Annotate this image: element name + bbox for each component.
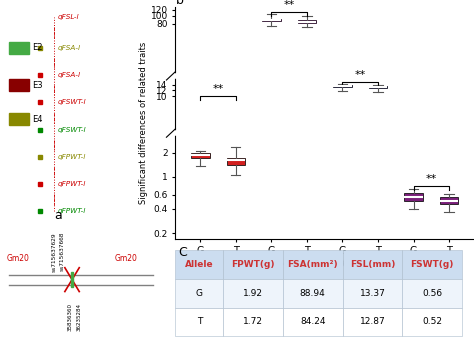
FancyBboxPatch shape <box>283 279 343 308</box>
Text: 1.92: 1.92 <box>243 289 263 298</box>
Text: qFPWT-l: qFPWT-l <box>58 208 86 214</box>
Text: 13.37: 13.37 <box>360 289 385 298</box>
FancyBboxPatch shape <box>223 250 283 279</box>
Text: qFSA-l: qFSA-l <box>58 45 81 51</box>
Text: E3: E3 <box>32 81 43 90</box>
Text: 88.94: 88.94 <box>300 289 326 298</box>
Bar <box>9 113 29 125</box>
X-axis label: Allele of ss715637629: Allele of ss715637629 <box>271 259 379 269</box>
FancyBboxPatch shape <box>402 250 462 279</box>
PathPatch shape <box>298 20 316 23</box>
Text: qFPWT-l: qFPWT-l <box>58 154 86 160</box>
PathPatch shape <box>333 85 352 87</box>
Text: 84.24: 84.24 <box>300 317 326 326</box>
Text: 36235284: 36235284 <box>77 303 82 331</box>
Text: qFSL-l: qFSL-l <box>58 14 79 20</box>
Text: G: G <box>196 289 203 298</box>
Text: Gm20: Gm20 <box>115 254 137 263</box>
PathPatch shape <box>404 193 423 201</box>
FancyBboxPatch shape <box>175 308 223 336</box>
Text: ss715637629: ss715637629 <box>52 232 56 271</box>
Text: E2: E2 <box>32 43 43 52</box>
FancyBboxPatch shape <box>223 279 283 308</box>
FancyBboxPatch shape <box>402 308 462 336</box>
Text: FSL(mm): FSL(mm) <box>350 260 395 269</box>
Text: T: T <box>197 317 202 326</box>
Text: qFSWT-l: qFSWT-l <box>58 127 86 133</box>
Text: 1.72: 1.72 <box>243 317 263 326</box>
Text: Allele: Allele <box>185 260 214 269</box>
Text: **: ** <box>426 174 437 184</box>
Text: qFSA-l: qFSA-l <box>58 72 81 78</box>
Text: E4: E4 <box>32 115 43 124</box>
Text: C: C <box>178 247 187 260</box>
PathPatch shape <box>191 153 210 158</box>
Text: FSWT(g): FSWT(g) <box>410 260 454 269</box>
FancyBboxPatch shape <box>223 308 283 336</box>
FancyBboxPatch shape <box>343 308 402 336</box>
Text: 12.87: 12.87 <box>360 317 385 326</box>
Text: 0.56: 0.56 <box>422 289 442 298</box>
Bar <box>71 272 73 287</box>
Bar <box>9 42 29 54</box>
Text: 0.52: 0.52 <box>422 317 442 326</box>
Text: **: ** <box>283 0 295 10</box>
FancyBboxPatch shape <box>402 279 462 308</box>
Text: Gm20: Gm20 <box>7 254 29 263</box>
Text: ss715637668: ss715637668 <box>60 232 64 271</box>
FancyBboxPatch shape <box>175 250 223 279</box>
Text: FSA(mm²): FSA(mm²) <box>287 260 338 269</box>
Bar <box>9 79 29 91</box>
Text: FPWT(g): FPWT(g) <box>231 260 275 269</box>
Text: qFPWT-l: qFPWT-l <box>58 181 86 187</box>
Text: 35836360: 35836360 <box>68 303 73 331</box>
PathPatch shape <box>262 19 281 21</box>
Text: a: a <box>54 209 62 222</box>
FancyBboxPatch shape <box>283 308 343 336</box>
Text: qFSWT-l: qFSWT-l <box>58 99 86 105</box>
PathPatch shape <box>440 197 458 204</box>
Text: **: ** <box>212 84 224 94</box>
PathPatch shape <box>369 86 387 88</box>
Y-axis label: Significant differences of related traits: Significant differences of related trait… <box>139 42 148 204</box>
FancyBboxPatch shape <box>283 250 343 279</box>
FancyBboxPatch shape <box>343 279 402 308</box>
Text: b: b <box>175 0 183 7</box>
Text: **: ** <box>355 70 366 79</box>
FancyBboxPatch shape <box>175 279 223 308</box>
PathPatch shape <box>227 158 245 165</box>
FancyBboxPatch shape <box>343 250 402 279</box>
